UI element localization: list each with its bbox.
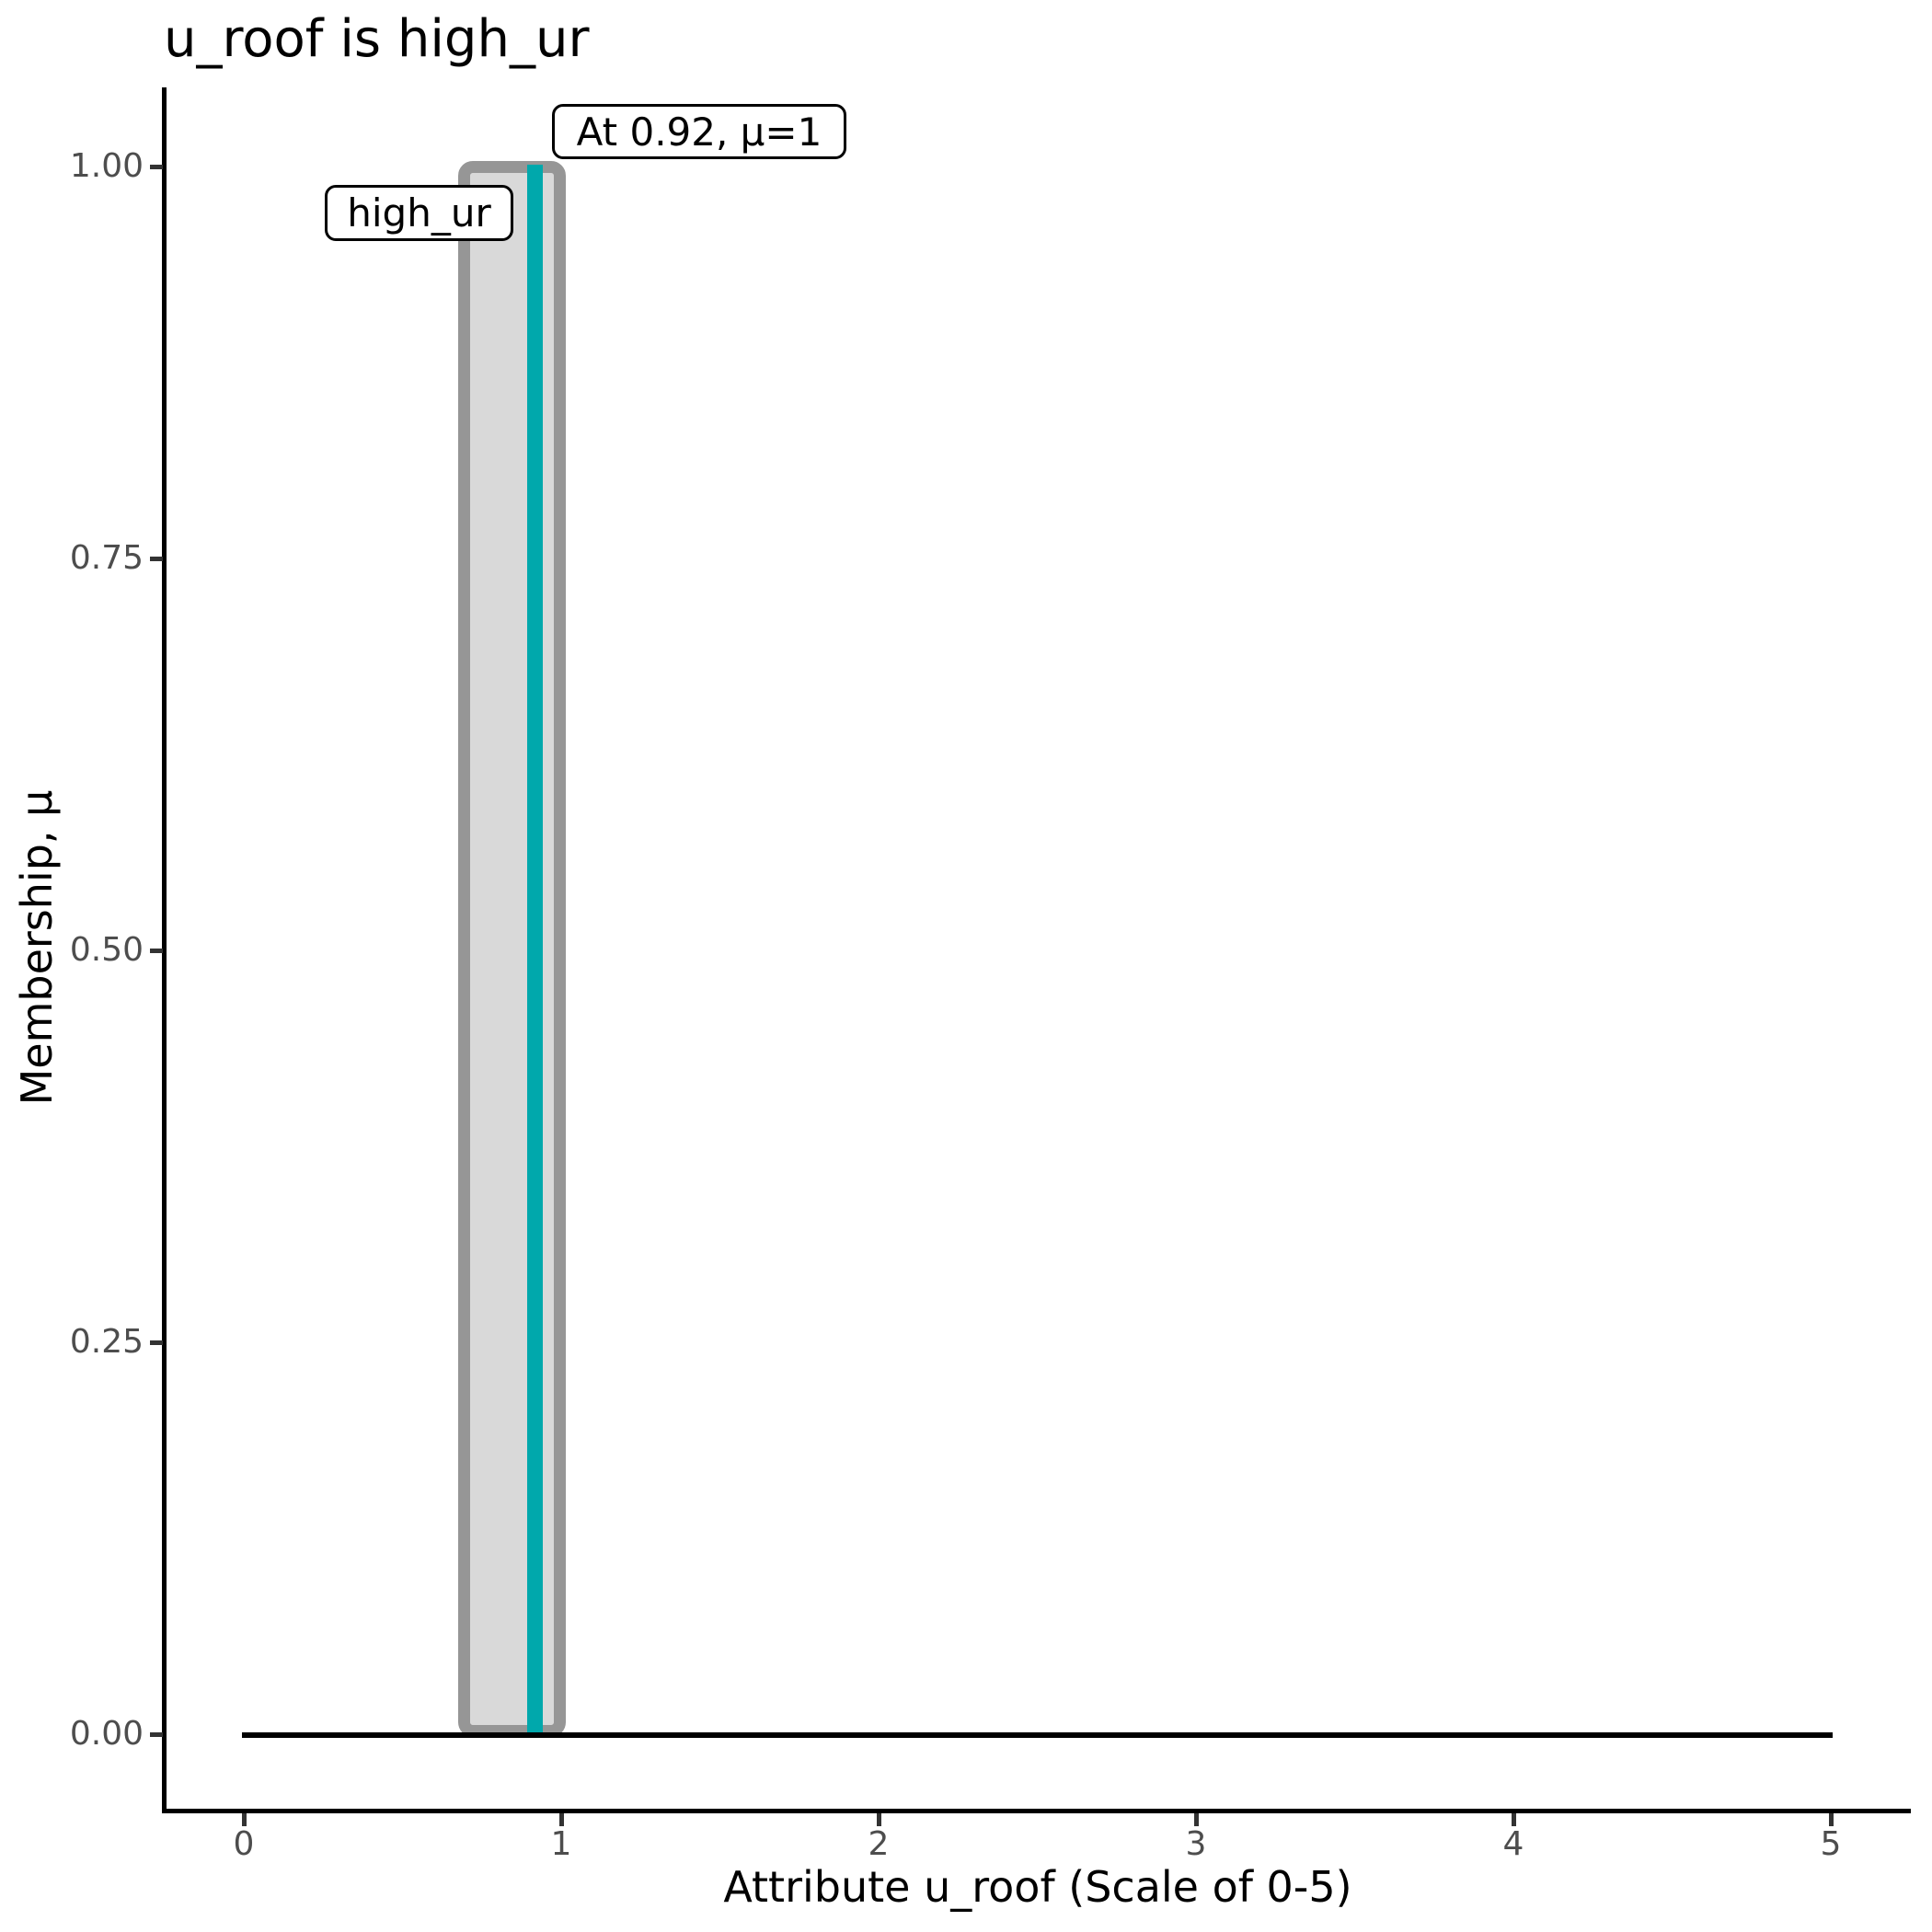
input-value-line (527, 165, 543, 1737)
x-tick-label: 3 (1185, 1825, 1207, 1863)
y-tick-mark (150, 557, 163, 561)
y-tick-mark (150, 949, 163, 953)
value-annotation-text: At 0.92, μ=1 (576, 109, 822, 155)
y-tick-label: 0.00 (69, 1715, 144, 1753)
x-tick-label: 5 (1820, 1825, 1842, 1863)
chart-title: u_roof is high_ur (164, 9, 590, 69)
y-tick-mark (150, 1340, 163, 1345)
x-tick-mark (1829, 1813, 1834, 1826)
x-tick-label: 0 (233, 1825, 255, 1863)
x-tick-mark (1512, 1813, 1516, 1826)
x-axis-title: Attribute u_roof (Scale of 0-5) (723, 1862, 1352, 1912)
y-axis-spine (162, 87, 167, 1813)
x-tick-label: 1 (550, 1825, 572, 1863)
y-tick-label: 1.00 (69, 147, 144, 185)
x-axis-spine (162, 1809, 1911, 1813)
set-label-text: high_ur (347, 190, 491, 236)
x-tick-label: 2 (868, 1825, 890, 1863)
y-tick-label: 0.75 (69, 539, 144, 577)
x-tick-mark (559, 1813, 564, 1826)
membership-function-shape (458, 161, 566, 1737)
x-tick-mark (242, 1813, 247, 1826)
value-annotation: At 0.92, μ=1 (552, 104, 846, 159)
x-tick-mark (877, 1813, 881, 1826)
y-tick-label: 0.50 (69, 931, 144, 969)
set-label-annotation: high_ur (325, 185, 513, 241)
x-tick-label: 4 (1502, 1825, 1524, 1863)
x-tick-mark (1194, 1813, 1199, 1826)
y-tick-mark (150, 165, 163, 169)
y-tick-mark (150, 1732, 163, 1737)
y-tick-label: 0.25 (69, 1323, 144, 1361)
baseline-zero-line (242, 1732, 1833, 1738)
